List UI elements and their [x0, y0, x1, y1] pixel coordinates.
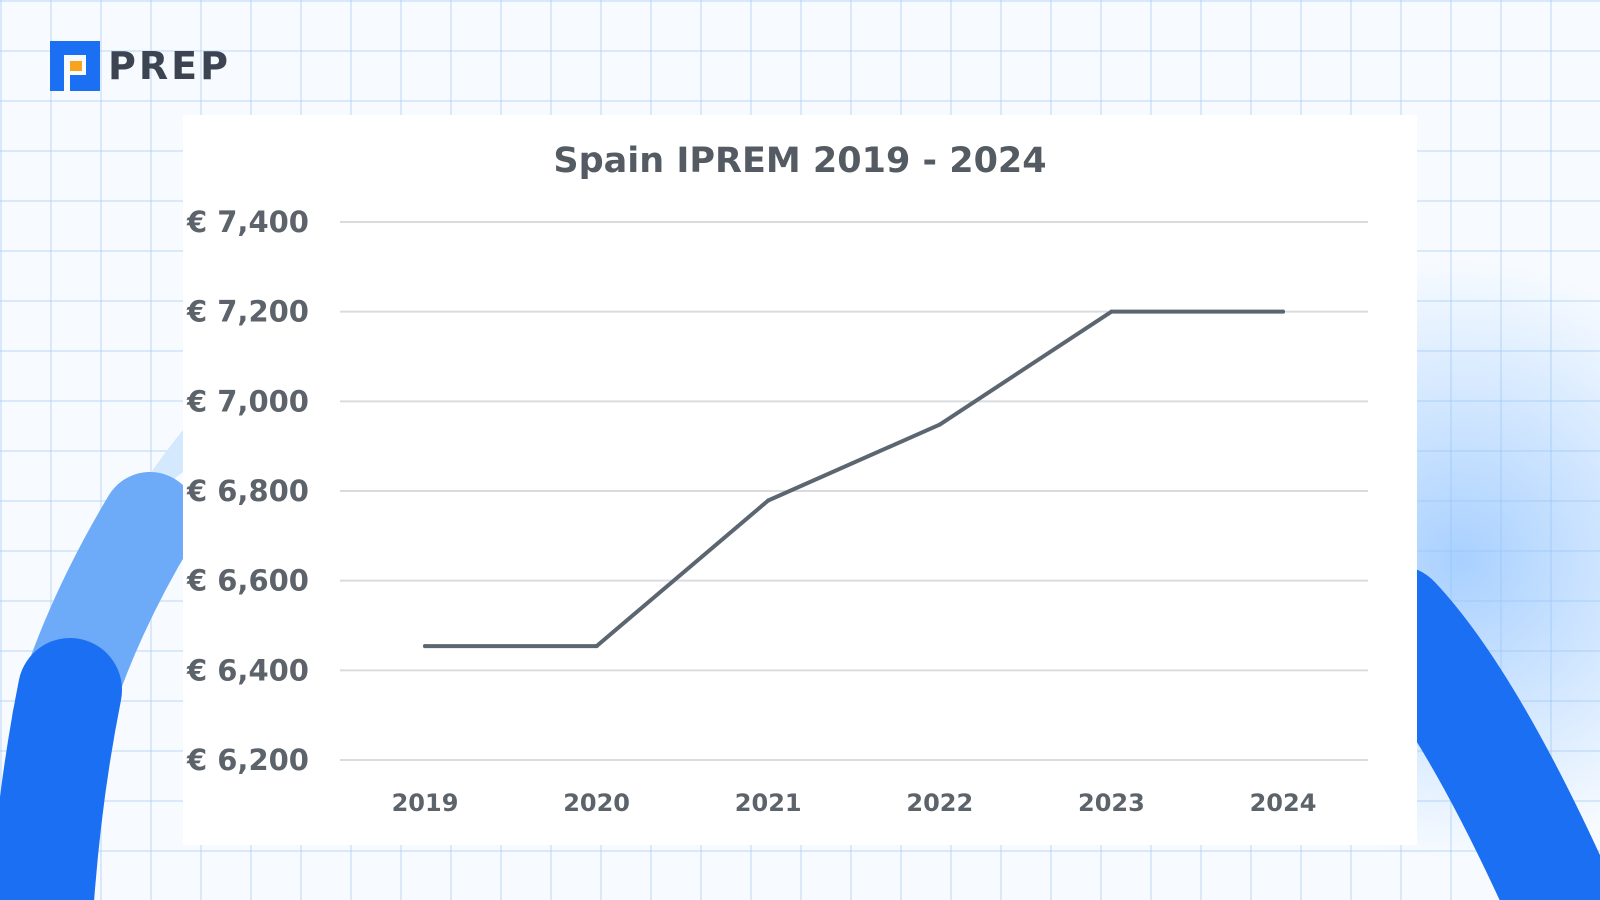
y-tick-label: € 6,200	[186, 743, 309, 777]
y-tick-label: € 7,000	[186, 384, 309, 418]
brand-name: PREP	[108, 44, 231, 88]
x-tick-label: 2024	[1250, 789, 1317, 817]
prep-logo-icon	[50, 41, 100, 91]
line-chart: € 7,400 € 7,200 € 7,000 € 6,800 € 6,600 € 6,4…	[186, 205, 1368, 817]
data-point	[937, 422, 942, 427]
y-tick-label: € 7,400	[186, 205, 309, 239]
data-point	[766, 498, 771, 503]
data-point	[423, 644, 427, 649]
x-tick-label: 2023	[1078, 789, 1145, 817]
data-point	[1281, 309, 1285, 314]
x-tick-label: 2020	[563, 789, 630, 817]
background-arc-left	[0, 638, 122, 900]
x-tick-label: 2019	[392, 789, 459, 817]
series-line	[423, 309, 1285, 649]
chart-title: Spain IPREM 2019 - 2024	[553, 141, 1047, 181]
y-tick-label: € 7,200	[186, 295, 309, 329]
brand-logo: PREP	[50, 40, 231, 92]
data-point	[1109, 309, 1114, 314]
chart-card: Spain IPREM 2019 - 2024 € 7,400 € 7,200 € …	[183, 115, 1417, 845]
y-tick-label: € 6,800	[186, 474, 309, 508]
x-tick-label: 2021	[735, 789, 802, 817]
data-point	[594, 644, 599, 649]
x-tick-label: 2022	[906, 789, 973, 817]
y-tick-label: € 6,600	[186, 564, 309, 598]
y-tick-label: € 6,400	[186, 653, 309, 687]
